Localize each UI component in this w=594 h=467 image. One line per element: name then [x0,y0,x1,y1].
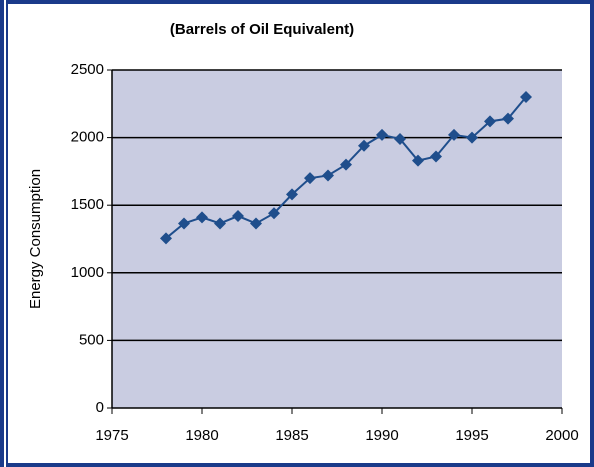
data-point [484,115,496,128]
data-point [196,211,208,224]
data-point [358,139,370,152]
x-tick-label: 1975 [95,427,128,444]
data-point [394,132,406,145]
y-tick-label: 0 [96,399,104,416]
data-point [376,128,388,141]
y-tick-label: 500 [79,331,104,348]
data-point [286,188,298,201]
data-point [232,210,244,223]
y-tick-label: 1500 [71,196,104,213]
data-point [502,112,514,125]
plot-area [112,70,562,408]
data-point [304,172,316,185]
y-tick-label: 1000 [71,264,104,281]
chart-title: (Barrels of Oil Equivalent) [170,21,354,38]
data-point [448,128,460,141]
data-point [268,207,280,220]
data-point [160,232,172,245]
data-point [250,217,262,230]
y-tick-label: 2000 [71,129,104,146]
x-tick-label: 1995 [455,427,488,444]
x-tick-label: 1980 [185,427,218,444]
data-point [412,154,424,167]
y-axis-label: Energy Consumption [27,169,44,309]
data-point [520,91,532,104]
data-point [322,169,334,182]
data-point [466,131,478,144]
data-point [430,150,442,163]
data-point [340,158,352,171]
data-point [214,217,226,230]
x-tick-label: 1990 [365,427,398,444]
x-tick-label: 2000 [545,427,578,444]
y-tick-label: 2500 [71,61,104,78]
x-tick-label: 1985 [275,427,308,444]
data-point [178,217,190,230]
